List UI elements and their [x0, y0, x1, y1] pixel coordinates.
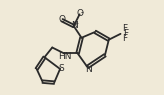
Text: -: - [81, 8, 84, 17]
Text: F: F [122, 24, 127, 33]
Text: N: N [71, 21, 78, 30]
Text: HN: HN [58, 52, 71, 61]
Text: F: F [123, 29, 128, 38]
Text: F: F [122, 34, 127, 43]
Text: S: S [58, 64, 64, 73]
Text: N: N [85, 65, 92, 74]
Text: +: + [74, 21, 79, 26]
Text: O: O [77, 9, 83, 18]
Text: O: O [58, 15, 65, 24]
